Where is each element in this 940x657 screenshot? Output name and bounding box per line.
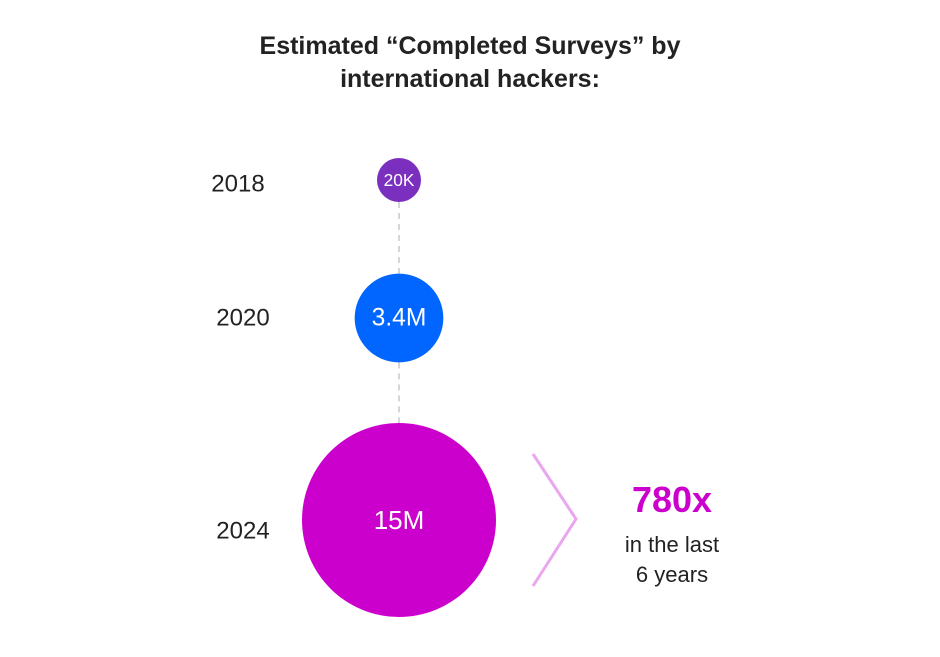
bubble-label-2024: 15M (374, 505, 425, 535)
year-label-2020: 2020 (216, 305, 269, 332)
growth-caption-line-2: 6 years (635, 562, 709, 587)
growth-caption-line-1: in the last (624, 532, 720, 557)
chart-title-line-1: Estimated “Completed Surveys” by (259, 32, 681, 60)
chart-title-line-2: international hackers: (340, 65, 600, 93)
year-label-2018: 2018 (211, 171, 264, 198)
chevron-right-icon (531, 453, 578, 587)
bubble-2020 (354, 273, 444, 363)
year-labels: 2018 2020 2024 (211, 171, 269, 545)
bubble-label-2018: 20K (384, 170, 415, 190)
growth-caption: in the last 6 years (572, 530, 772, 590)
growth-multiplier: 780x (631, 479, 713, 520)
bubble-2024 (302, 423, 496, 617)
bubble-label-2020: 3.4M (372, 305, 427, 332)
chart-title: Estimated “Completed Surveys” by interna… (0, 30, 940, 96)
bubble-2018 (377, 158, 421, 202)
year-label-2024: 2024 (216, 518, 269, 545)
bubbles: 20K 3.4M 15M (302, 158, 496, 617)
